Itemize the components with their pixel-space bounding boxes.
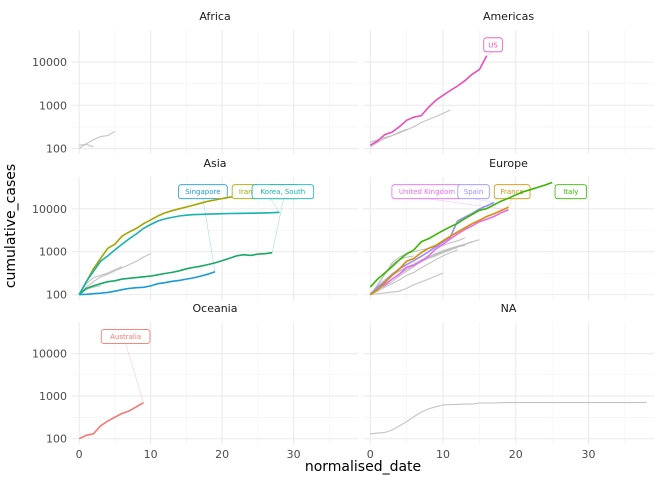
series-label-italy: Italy [563,188,578,196]
series-label-spain: Spain [464,188,484,196]
series-label-korea-south: Korea, South [261,188,306,196]
series-line-africa-country-1 [78,130,116,150]
y-tick-label: 1000 [39,246,67,259]
x-tick-label: 20 [215,448,229,461]
label-box-australia [100,329,151,344]
y-tick-label: 100 [46,289,67,302]
series-line-europe-country-8 [369,255,414,295]
panel-title-americas: Americas [483,10,534,23]
label-box-italy [554,184,587,200]
label-box-singapore [178,184,228,200]
panels-layer: Africa100100010000AmericasUSAsia10010001… [32,10,654,461]
y-tick-label: 10000 [32,348,67,361]
series-line-asia-country-2 [78,266,123,295]
series-label-united-kingdom: United Kingdom [399,188,455,196]
series-line-asia-country-1 [78,253,151,295]
panel-title-na: NA [501,302,517,315]
series-line-australia [78,402,144,440]
y-tick-label: 10000 [32,203,67,216]
series-label-france: France [500,188,523,196]
x-tick-label: 30 [582,448,596,461]
x-tick-label: 10 [436,448,450,461]
series-line-united-kingdom [369,208,509,296]
panel-na: NA 0 10 20 30 [363,302,654,461]
y-tick-label: 100 [46,143,67,156]
series-label-us: US [488,41,498,49]
y-tick-label: 10000 [32,56,67,69]
panel-oceania: Oceania 100 1000 10000 0 10 20 30 Australia [32,302,358,461]
label-box-us [483,37,503,53]
panel-title-oceania: Oceania [193,302,238,315]
label-box-korea-south [251,184,315,200]
panel-asia: Asia100100010000SingaporeIranJapanKorea,… [32,157,358,302]
x-axis-title: normalised_date [305,459,421,475]
series-line-singapore [79,271,216,296]
y-axis-title: cumulative_cases [3,164,19,288]
panel-americas: Americas US [363,10,654,154]
label-connector-france [508,198,513,208]
series-line-europe-country-6 [370,272,444,296]
series-label-iran: Iran [239,188,253,196]
series-line-spain [369,201,495,296]
x-tick-label: 30 [287,448,301,461]
label-connector-united-kingdom [426,198,509,210]
series-line-africa-country-2 [79,143,94,148]
x-tick-label: 0 [76,448,83,461]
panel-title-europe: Europe [489,157,528,170]
series-line-na-series [370,401,647,435]
y-tick-label: 100 [46,433,67,446]
series-line-korea-south [78,211,280,295]
x-tick-label: 10 [144,448,158,461]
panel-title-africa: Africa [199,10,230,23]
label-connector-spain [473,198,494,203]
series-line-france [369,206,509,296]
series-line-italy [369,181,553,288]
series-label-singapore: Singapore [185,188,220,196]
x-tick-label: 0 [367,448,374,461]
panel-title-asia: Asia [203,157,226,170]
label-connector-us [486,51,494,56]
series-line-japan [78,251,273,296]
y-tick-label: 1000 [39,99,67,112]
label-connector-japan [271,198,284,253]
series-label-australia: Australia [110,333,141,341]
y-tick-label: 1000 [39,390,67,403]
series-line-americas-country-2 [370,128,407,143]
series-line-americas-country-1 [370,109,451,148]
series-line-iran [78,195,237,295]
label-box-france [493,184,531,200]
x-tick-label: 20 [509,448,523,461]
label-connector-australia [125,343,144,403]
series-line-us [369,55,488,146]
label-connector-singapore [202,198,216,272]
series-line-europe-country-3 [370,249,458,296]
label-connector-korea-south [270,198,280,213]
panel-africa: Africa 100 1000 10000 [32,10,358,156]
label-box-spain [457,184,490,200]
panel-europe: Europe United Kingdom Spain France Italy [363,157,654,300]
